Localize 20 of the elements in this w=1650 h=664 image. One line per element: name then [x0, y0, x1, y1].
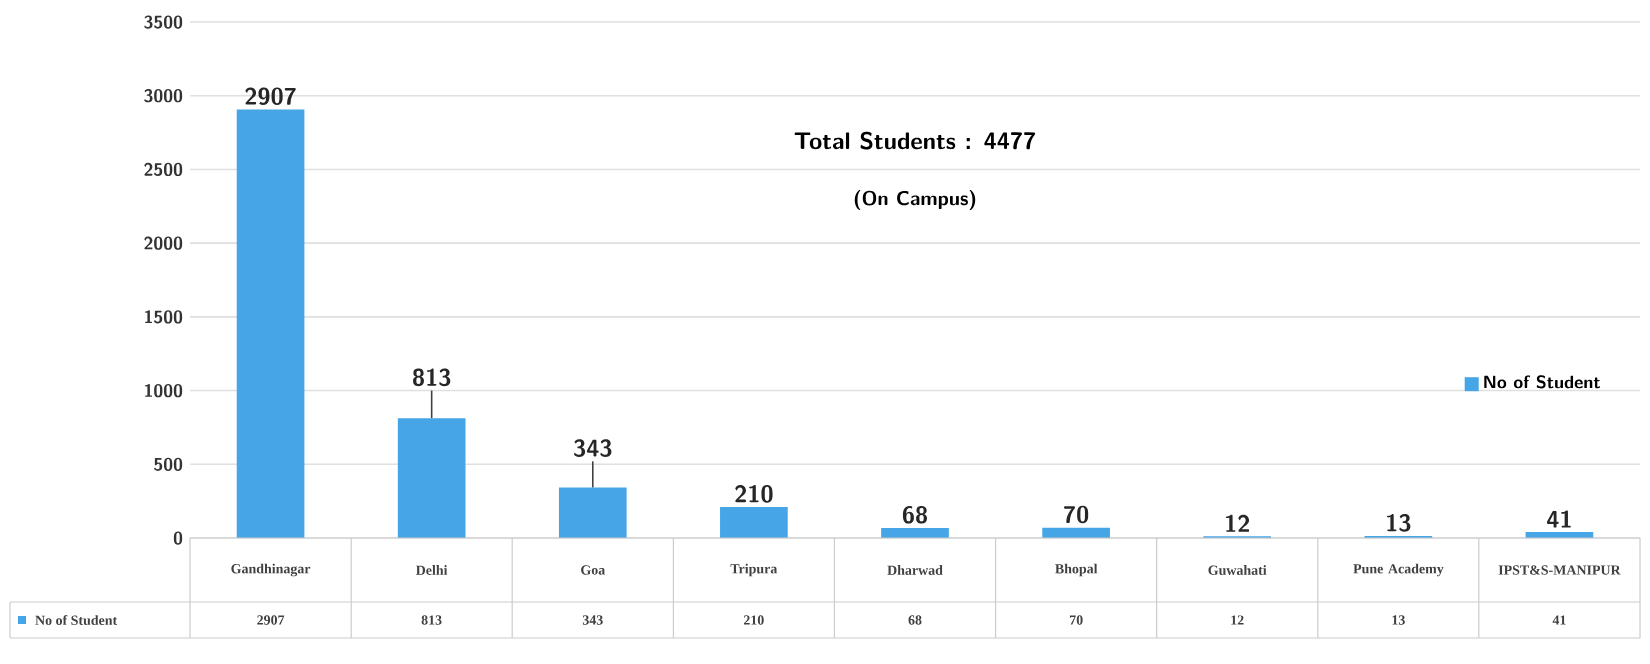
- text: Total Students : 4477: [794, 131, 1036, 150]
- data-label: 12: [1225, 514, 1250, 532]
- y-tick-label: 1000: [144, 383, 183, 398]
- data-label: 813: [413, 368, 451, 387]
- y-tick-label: 2500: [144, 162, 183, 177]
- data-label: 68: [902, 505, 928, 524]
- y-tick-label: 500: [154, 457, 183, 471]
- text: (On Campus): [854, 190, 976, 210]
- data-label: 41: [1547, 510, 1571, 528]
- y-tick-label: 1500: [144, 310, 183, 324]
- data-label: 13: [1386, 514, 1411, 532]
- data-label: 343: [574, 439, 612, 457]
- data-label: 70: [1064, 505, 1089, 524]
- y-tick-label: 3500: [144, 15, 183, 29]
- data-label: 210: [735, 485, 773, 503]
- y-tick-label: 3000: [144, 89, 183, 103]
- data-label: 2907: [245, 87, 296, 106]
- y-tick-label: 0: [173, 531, 183, 545]
- legend-label: No of Student: [1484, 375, 1601, 389]
- y-tick-label: 2000: [144, 236, 183, 250]
